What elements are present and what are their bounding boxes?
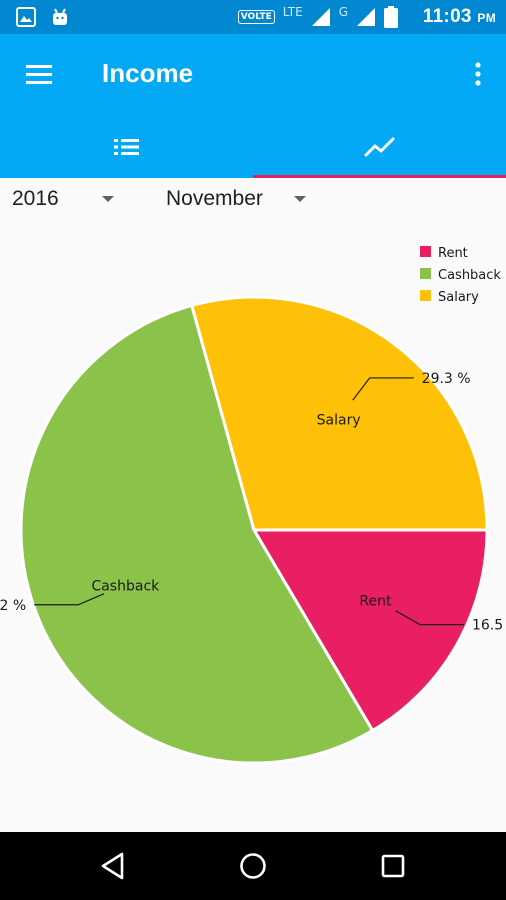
signal-icon: [311, 8, 330, 26]
clock: 11:03 PM: [423, 6, 496, 28]
month-select-value: November: [166, 187, 263, 210]
status-bar: VOLTE LTE G 11:03 PM: [0, 0, 506, 34]
recents-square-icon: [381, 854, 405, 878]
pie-slice-cashback[interactable]: [19, 303, 375, 765]
year-dropdown-caret-icon: [102, 196, 114, 202]
tab-chart[interactable]: [253, 116, 506, 178]
home-button[interactable]: [236, 849, 270, 883]
system-nav-bar: [0, 832, 506, 900]
g-label: G: [338, 5, 348, 19]
tab-bar: [0, 116, 506, 178]
overflow-menu-button[interactable]: [466, 60, 490, 90]
slice-name-label-salary: Salary: [317, 413, 361, 429]
tab-list[interactable]: [0, 116, 253, 178]
legend-swatch-salary: [420, 290, 431, 301]
legend-swatch-cashback: [420, 268, 431, 279]
slice-connector-cashback: [34, 593, 105, 606]
android-notification-icon: [53, 8, 67, 25]
app-bar: Income: [0, 34, 506, 116]
year-select[interactable]: 2016: [12, 184, 122, 214]
hamburger-menu-icon: [26, 65, 52, 84]
legend-label-cashback: Cashback: [438, 268, 501, 283]
back-button[interactable]: [96, 849, 130, 883]
clock-ampm: PM: [477, 11, 496, 25]
pie-slice-salary[interactable]: [190, 295, 489, 532]
legend-swatch-rent: [420, 246, 431, 257]
slice-connector-salary: [352, 377, 414, 401]
more-vert-icon: [475, 62, 481, 86]
income-pie-chart: Rent 16.5 % Cashback 54.2 % Salary 29.3 % Rent…: [0, 218, 506, 832]
slice-percent-label-salary: 29.3 %: [422, 371, 471, 387]
slice-name-label-cashback: Cashback: [91, 579, 160, 595]
filter-bar: 2016 November: [0, 178, 506, 218]
slice-percent-label-rent: 16.5 %: [472, 618, 506, 634]
back-triangle-icon: [101, 852, 124, 880]
legend-label-salary: Salary: [438, 290, 479, 305]
lte-label: LTE: [282, 5, 303, 19]
menu-button[interactable]: [24, 62, 56, 88]
page-title: Income: [102, 58, 194, 88]
recents-button[interactable]: [376, 849, 410, 883]
slice-name-label-rent: Rent: [359, 593, 392, 609]
month-dropdown-caret-icon: [294, 196, 306, 202]
trend-line-icon: [364, 137, 394, 157]
signal-icon-2: [357, 8, 375, 26]
clock-time: 11:03: [422, 6, 472, 27]
battery-icon: [384, 6, 398, 28]
month-select[interactable]: November: [166, 184, 316, 214]
list-icon: [113, 139, 139, 155]
slice-connector-rent: [395, 610, 464, 626]
home-circle-icon: [240, 853, 266, 879]
pie-slice-rent[interactable]: [252, 528, 489, 733]
volte-badge: VOLTE: [237, 10, 275, 24]
pie-chart-svg: Rent 16.5 % Cashback 54.2 % Salary 29.3 % Rent…: [0, 246, 506, 765]
year-select-value: 2016: [12, 187, 59, 210]
slice-percent-label-cashback: 54.2 %: [0, 598, 26, 614]
legend-label-rent: Rent: [438, 246, 468, 261]
gallery-notification-icon: [16, 7, 36, 27]
